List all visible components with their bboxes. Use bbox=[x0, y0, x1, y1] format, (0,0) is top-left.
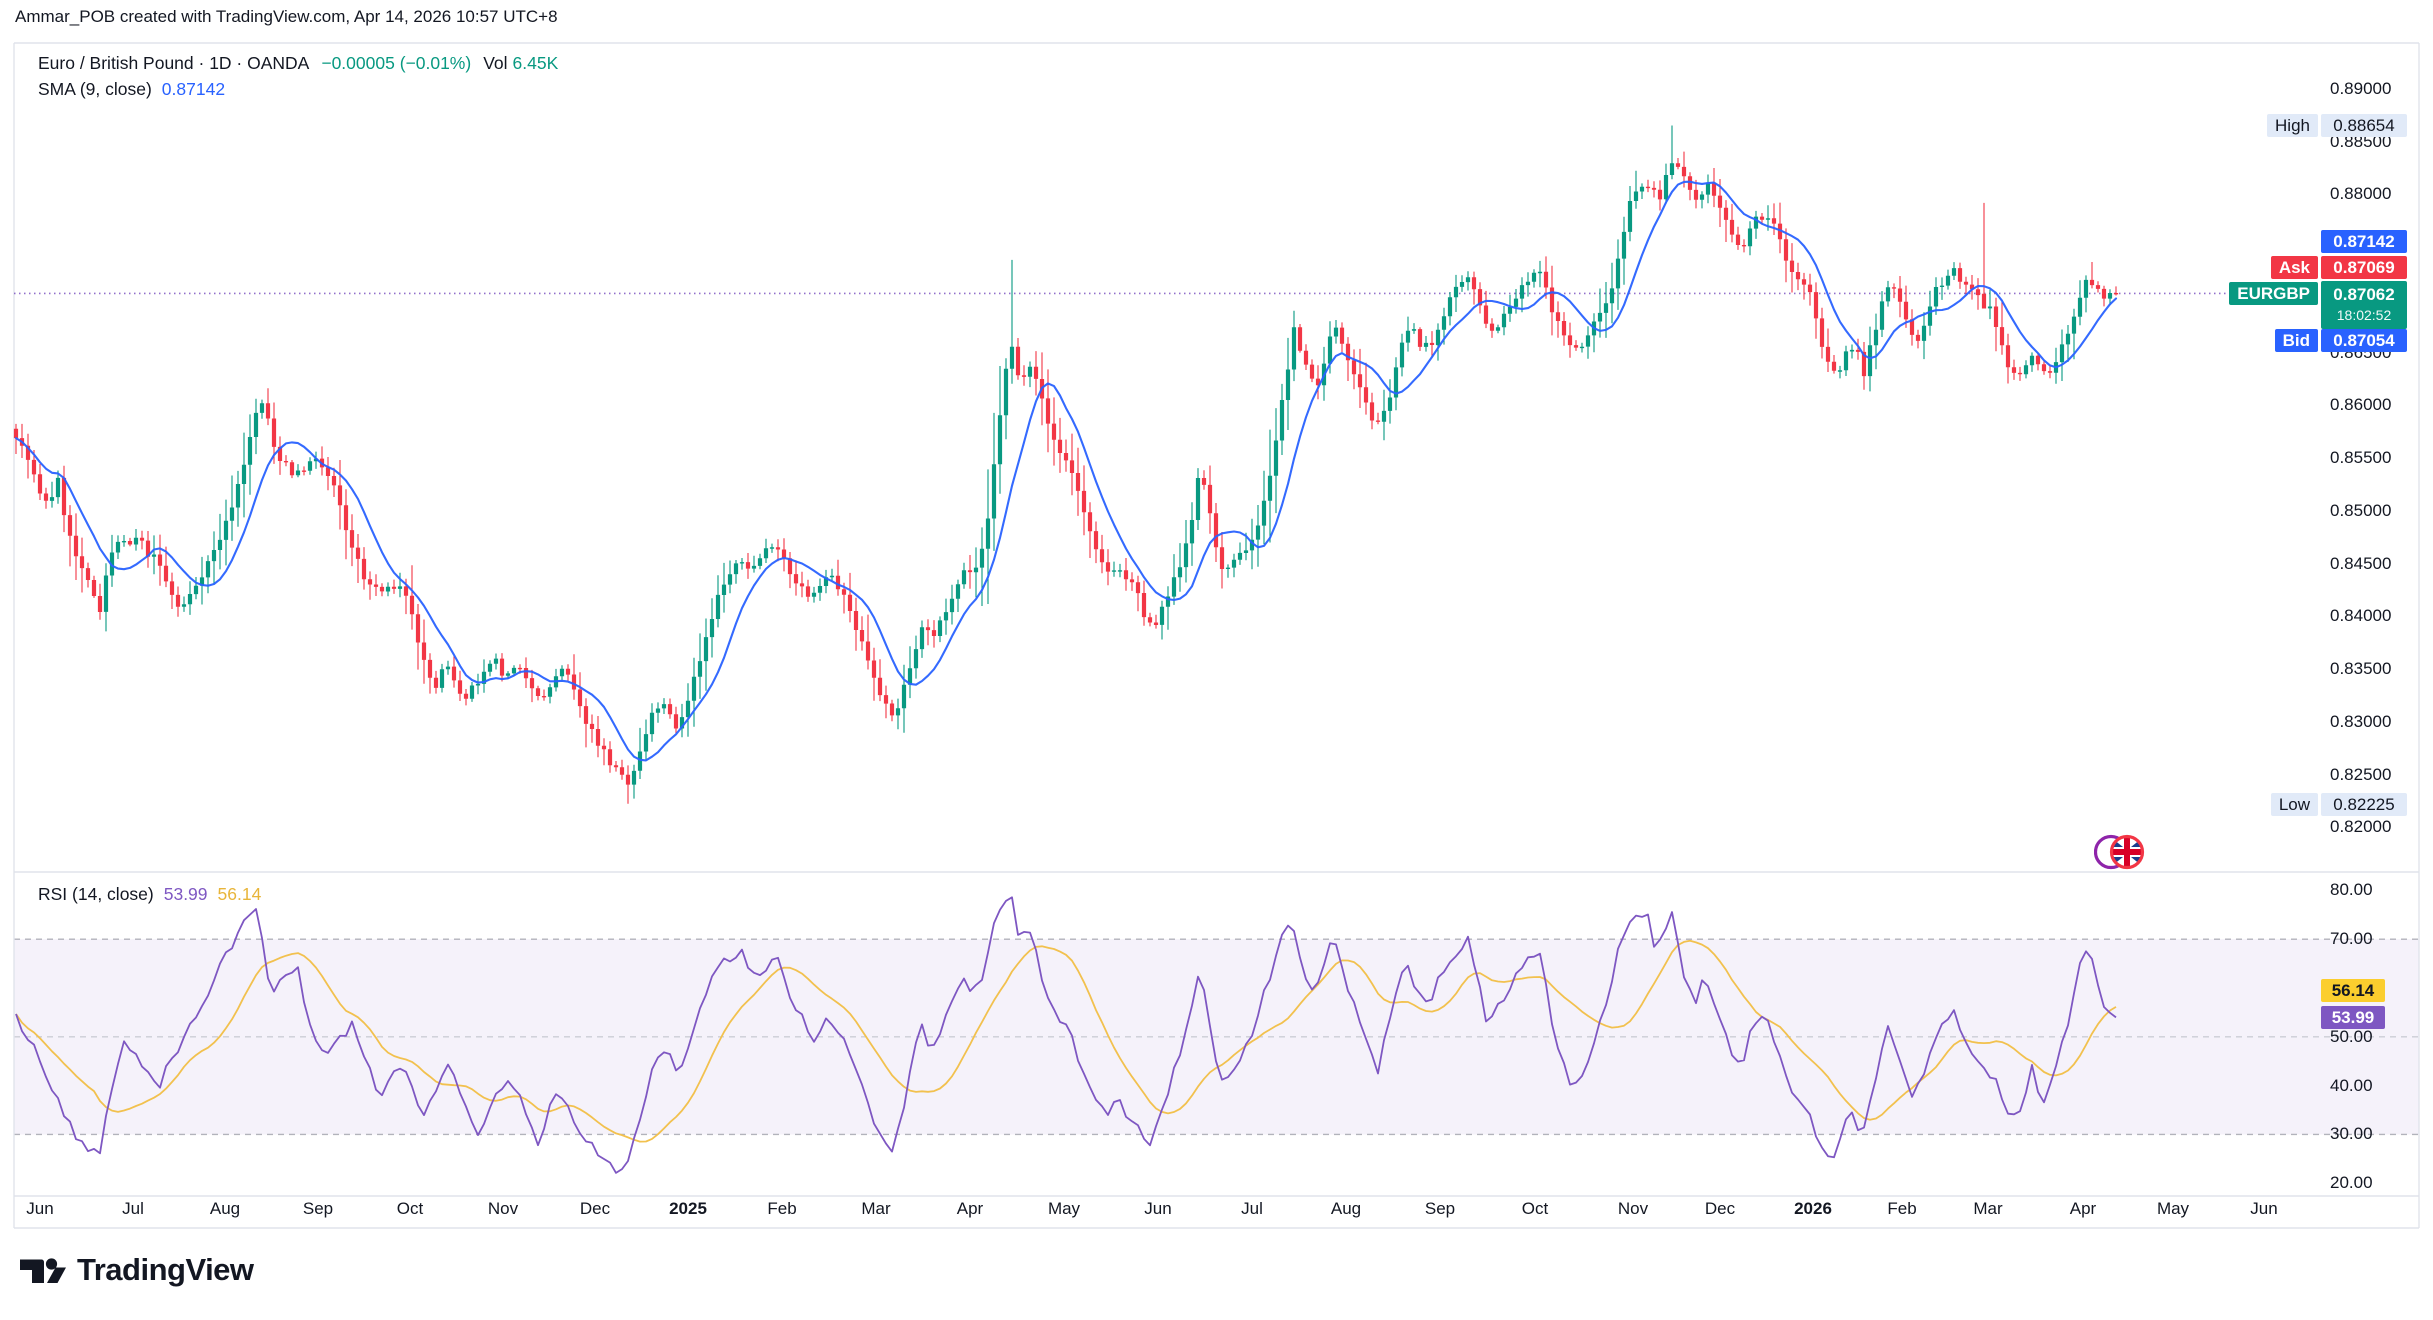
time-tick-label: Aug bbox=[1330, 1199, 1362, 1218]
rsi-label: RSI (14, close) bbox=[38, 884, 154, 904]
time-tick-label: Apr bbox=[956, 1199, 984, 1218]
time-tick-label: May bbox=[2156, 1199, 2190, 1218]
time-tick-label: Nov bbox=[1617, 1199, 1649, 1218]
ask-badge-value: 0.87069 bbox=[2321, 256, 2407, 279]
time-tick-label: Jun bbox=[2250, 1199, 2278, 1218]
price-tick-label: 0.86000 bbox=[2330, 395, 2392, 415]
low-badge-value: 0.82225 bbox=[2321, 793, 2407, 816]
sma-price-badge: 0.87142 bbox=[2321, 230, 2407, 253]
rsi-tick-label: 70.00 bbox=[2330, 929, 2373, 949]
tradingview-logo-icon bbox=[20, 1257, 66, 1283]
rsi-tick-label: 50.00 bbox=[2330, 1026, 2373, 1046]
sma-label: SMA (9, close) bbox=[38, 79, 152, 99]
time-tick-label: Jun bbox=[1144, 1199, 1172, 1218]
low-badge-label: Low bbox=[2270, 793, 2318, 816]
volume-value: 6.45K bbox=[512, 53, 559, 73]
price-tick-label: 0.84000 bbox=[2330, 606, 2392, 626]
last-price-time: 18:02:52 bbox=[2336, 307, 2392, 323]
rsi-tick-label: 80.00 bbox=[2330, 880, 2373, 900]
bid-badge-value: 0.87054 bbox=[2321, 329, 2407, 352]
time-tick-label: May bbox=[1047, 1199, 1081, 1218]
time-tick-label: Jun bbox=[26, 1199, 54, 1218]
bid-badge-label: Bid bbox=[2274, 329, 2318, 352]
rsi-ma-value: 56.14 bbox=[217, 884, 262, 904]
last-price-value: 0.87062 bbox=[2333, 285, 2395, 304]
price-tick-label: 0.88000 bbox=[2330, 184, 2392, 204]
eurgbp-pair-icon bbox=[2093, 831, 2148, 880]
time-tick-label: Aug bbox=[209, 1199, 241, 1218]
price-axis[interactable]: 0.89000 0.88500 0.88000 0.86500 0.86000 0.855… bbox=[2290, 43, 2419, 1196]
time-tick-label: 2025 bbox=[669, 1199, 707, 1218]
ask-badge-label: Ask bbox=[2270, 256, 2318, 279]
symbol-legend: Euro / British Pound · 1D · OANDA −0.0000… bbox=[38, 53, 558, 74]
time-tick-label: Feb bbox=[1887, 1199, 1917, 1218]
rsi-tick-label: 40.00 bbox=[2330, 1075, 2373, 1095]
price-tick-label: 0.82000 bbox=[2330, 817, 2392, 837]
volume-label: Vol bbox=[483, 53, 508, 73]
price-tick-label: 0.83500 bbox=[2330, 659, 2392, 679]
time-tick-label: 2026 bbox=[1794, 1199, 1832, 1218]
time-tick-label: Nov bbox=[487, 1199, 519, 1218]
rsi-legend: RSI (14, close) 53.99 56.14 bbox=[38, 884, 261, 905]
tradingview-logo[interactable]: TradingView bbox=[20, 1252, 254, 1288]
rsi-tick-label: 20.00 bbox=[2330, 1173, 2373, 1193]
price-change: −0.00005 (−0.01%) bbox=[321, 53, 472, 73]
rsi-badge: 53.99 bbox=[2321, 1006, 2385, 1029]
high-badge-label: High bbox=[2267, 114, 2318, 137]
main-price-pane[interactable] bbox=[14, 43, 2290, 872]
price-tick-label: 0.82500 bbox=[2330, 764, 2392, 784]
time-tick-label: Apr bbox=[2069, 1199, 2097, 1218]
price-tick-label: 0.84500 bbox=[2330, 553, 2392, 573]
time-axis[interactable]: Jun Jul Aug Sep Oct Nov Dec 2025 Feb Mar Apr May Jun… bbox=[14, 1196, 2419, 1228]
time-tick-label: Mar bbox=[1973, 1199, 2003, 1218]
sma-value: 0.87142 bbox=[161, 79, 226, 99]
last-price-badge: 0.87062 18:02:52 bbox=[2321, 281, 2407, 329]
price-tick-label: 0.83000 bbox=[2330, 711, 2392, 731]
rsi-ma-badge: 56.14 bbox=[2321, 979, 2385, 1002]
rsi-tick-label: 30.00 bbox=[2330, 1124, 2373, 1144]
time-tick-label: Jul bbox=[122, 1199, 144, 1218]
price-tick-label: 0.85500 bbox=[2330, 448, 2392, 468]
time-tick-label: Jul bbox=[1241, 1199, 1263, 1218]
price-tick-label: 0.85000 bbox=[2330, 500, 2392, 520]
symbol-badge-label: EURGBP bbox=[2229, 282, 2318, 305]
attribution-text: Ammar_POB created with TradingView.com, … bbox=[15, 7, 558, 26]
time-tick-label: Sep bbox=[1424, 1199, 1456, 1218]
high-badge-value: 0.88654 bbox=[2321, 114, 2407, 137]
time-tick-label: Sep bbox=[302, 1199, 334, 1218]
rsi-pane[interactable] bbox=[14, 872, 2290, 1196]
time-tick-label: Oct bbox=[1521, 1199, 1549, 1218]
time-tick-label: Dec bbox=[579, 1199, 611, 1218]
rsi-value: 53.99 bbox=[163, 884, 208, 904]
tradingview-wordmark: TradingView bbox=[77, 1252, 254, 1287]
time-tick-label: Mar bbox=[861, 1199, 891, 1218]
symbol-title: Euro / British Pound · 1D · OANDA bbox=[38, 53, 310, 73]
time-tick-label: Oct bbox=[396, 1199, 424, 1218]
time-tick-label: Feb bbox=[767, 1199, 797, 1218]
time-tick-label: Dec bbox=[1704, 1199, 1736, 1218]
price-tick-label: 0.89000 bbox=[2330, 78, 2392, 98]
sma-legend: SMA (9, close) 0.87142 bbox=[38, 79, 225, 100]
